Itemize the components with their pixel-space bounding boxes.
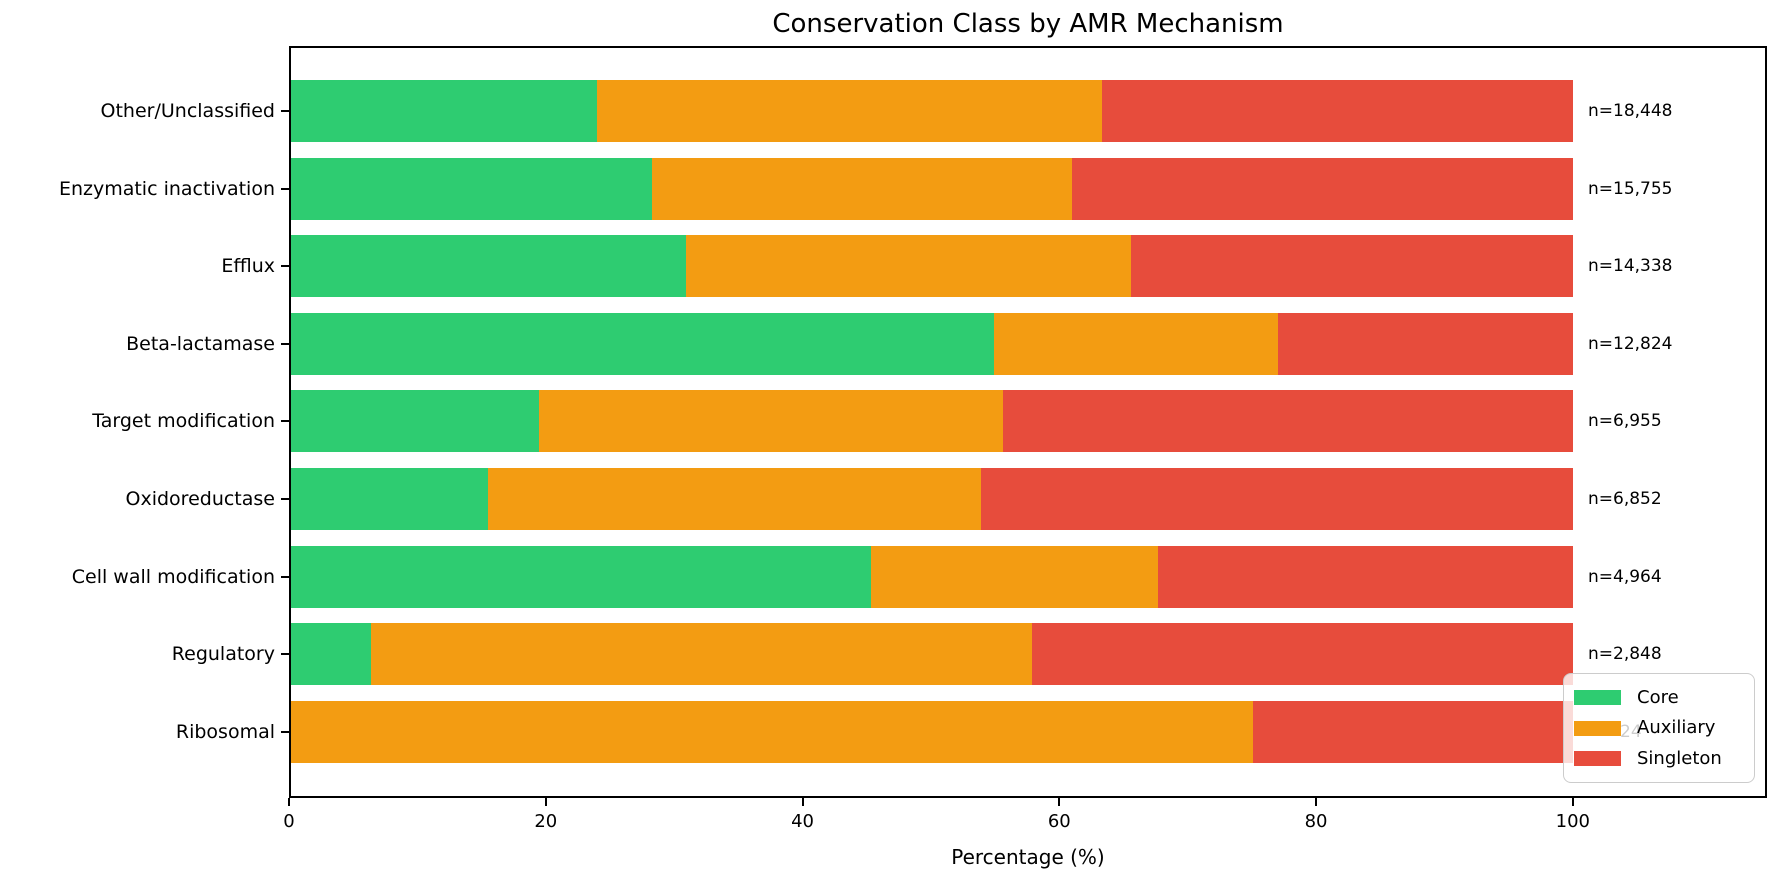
- legend-items: Core Auxiliary Singleton: [1574, 678, 1748, 778]
- y-tick-mark: [281, 265, 289, 268]
- x-tick-mark: [801, 798, 804, 806]
- n-count-label: n=2,848: [1588, 644, 1662, 665]
- y-tick-label: Beta-lactamase: [126, 332, 275, 355]
- bar-segment-core: [289, 468, 488, 530]
- n-count-label: n=6,955: [1588, 411, 1662, 432]
- x-tick-mark: [1058, 798, 1061, 806]
- legend-label: Auxiliary: [1637, 717, 1716, 738]
- bar-segment-auxiliary: [652, 157, 1073, 220]
- x-tick-label: 0: [283, 811, 295, 832]
- bar-segment-core: [289, 80, 598, 142]
- bar-segment-singleton: [1253, 700, 1573, 763]
- legend-swatch-core: [1574, 690, 1621, 705]
- legend-item-core: Core: [1574, 687, 1748, 709]
- x-tick-label: 80: [1304, 811, 1328, 832]
- y-tick-mark: [281, 342, 289, 345]
- legend-item-singleton: Singleton: [1574, 748, 1748, 770]
- bar-segment-singleton: [1131, 235, 1573, 298]
- y-tick-label: Regulatory: [171, 643, 275, 666]
- legend-swatch-singleton: [1574, 751, 1621, 766]
- y-tick-mark: [281, 730, 289, 733]
- bar-segment-core: [289, 157, 653, 220]
- x-tick-mark: [1571, 798, 1574, 806]
- bar-segment-auxiliary: [289, 700, 1254, 763]
- bar-segment-core: [289, 390, 540, 453]
- x-tick-mark: [544, 798, 547, 806]
- n-count-label: n=15,755: [1588, 178, 1673, 199]
- y-tick-mark: [281, 420, 289, 423]
- x-tick-mark: [288, 798, 290, 806]
- y-tick-mark: [281, 575, 289, 578]
- bar-segment-core: [289, 312, 994, 375]
- legend-item-auxiliary: Auxiliary: [1574, 717, 1748, 739]
- y-tick-label: Target modification: [92, 410, 275, 433]
- bar-segment-singleton: [1277, 312, 1573, 375]
- bar-segment-core: [289, 623, 372, 686]
- y-tick-label: Oxidoreductase: [125, 488, 275, 510]
- y-tick-mark: [281, 187, 289, 190]
- legend: Core Auxiliary Singleton: [1563, 673, 1755, 783]
- bar-segment-auxiliary: [487, 468, 981, 530]
- n-count-label: n=4,964: [1588, 566, 1662, 587]
- bar-segment-core: [289, 545, 871, 608]
- bar-segment-auxiliary: [685, 235, 1132, 298]
- y-tick-label: Efflux: [221, 255, 275, 278]
- bar-segment-core: [289, 235, 686, 298]
- chart-title: Conservation Class by AMR Mechanism: [772, 9, 1284, 39]
- bar-segment-singleton: [1072, 157, 1573, 220]
- x-axis-title: Percentage (%): [951, 845, 1105, 869]
- x-tick-label: 40: [791, 811, 814, 832]
- legend-label: Core: [1637, 686, 1679, 708]
- x-tick-label: 100: [1555, 811, 1590, 832]
- bar-segment-auxiliary: [371, 623, 1033, 686]
- bar-segment-auxiliary: [993, 312, 1278, 375]
- bar-segment-auxiliary: [539, 390, 1003, 453]
- n-count-label: n=6,852: [1588, 489, 1662, 509]
- bar-segment-singleton: [1101, 80, 1573, 142]
- y-tick-mark: [281, 653, 289, 656]
- y-tick-label: Ribosomal: [175, 720, 275, 743]
- y-tick-label: Cell wall modification: [71, 565, 275, 588]
- n-count-label: n=18,448: [1588, 101, 1673, 121]
- y-tick-label: Other/Unclassified: [100, 100, 275, 122]
- legend-label: Singleton: [1637, 747, 1722, 769]
- x-tick-label: 60: [1047, 811, 1071, 832]
- bar-segment-singleton: [1032, 623, 1573, 686]
- n-count-label: n=12,824: [1588, 333, 1673, 354]
- legend-swatch-auxiliary: [1574, 720, 1621, 736]
- bar-segment-singleton: [1002, 390, 1573, 453]
- bar-segment-singleton: [1158, 545, 1573, 608]
- x-tick-mark: [1315, 798, 1318, 806]
- bar-segment-singleton: [980, 468, 1573, 530]
- y-tick-mark: [281, 110, 289, 112]
- bar-segment-auxiliary: [870, 545, 1159, 608]
- y-tick-label: Enzymatic inactivation: [58, 177, 275, 200]
- y-tick-mark: [281, 498, 289, 500]
- n-count-label: n=14,338: [1588, 256, 1673, 277]
- bar-segment-auxiliary: [597, 80, 1102, 142]
- x-tick-label: 20: [534, 811, 558, 832]
